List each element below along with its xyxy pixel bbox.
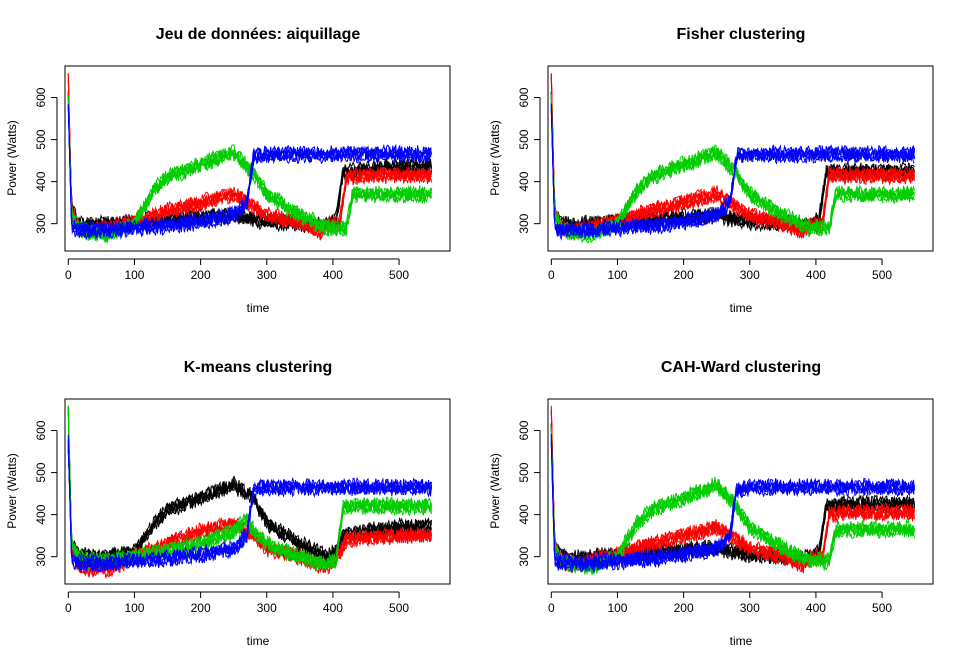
x-tick-label: 400	[323, 601, 343, 615]
x-tick-label: 500	[389, 268, 409, 282]
x-tick-label: 0	[65, 268, 72, 282]
x-tick-label: 300	[740, 601, 760, 615]
series-trace	[550, 73, 915, 236]
y-axis: 300 400 500 600	[517, 420, 541, 567]
y-axis: 300 400 500 600	[34, 87, 58, 234]
series-trace	[550, 433, 915, 568]
series-trace	[67, 74, 432, 235]
y-axis-label: Power (Watts)	[488, 453, 502, 529]
x-tick-label: 200	[674, 268, 694, 282]
plot-frame	[64, 65, 451, 252]
panel-4: CAH-Ward clustering 0 100 200 300 400 500 300…	[488, 359, 934, 648]
x-tick-label: 500	[872, 601, 892, 615]
series-trace	[550, 91, 915, 228]
x-tick-label: 0	[548, 601, 555, 615]
x-axis-label: time	[730, 634, 753, 648]
series-4	[550, 433, 915, 574]
series-trace	[67, 104, 432, 234]
x-tick-label: 400	[806, 268, 826, 282]
x-axis: 0 100 200 300 400 500	[65, 591, 409, 615]
x-tick-label: 400	[806, 601, 826, 615]
plot-frame	[547, 65, 934, 252]
x-tick-label: 400	[323, 268, 343, 282]
series-trace	[550, 93, 915, 237]
plot-area	[550, 405, 915, 577]
x-tick-label: 300	[257, 268, 277, 282]
y-tick-label: 300	[517, 213, 531, 233]
panel-2: Fisher clustering 0 100 200 300 400 500 300 40…	[488, 26, 934, 315]
x-tick-label: 100	[124, 268, 144, 282]
x-axis-label: time	[247, 301, 270, 315]
x-tick-label: 500	[389, 601, 409, 615]
x-tick-label: 100	[607, 268, 627, 282]
y-axis-label: Power (Watts)	[5, 120, 19, 196]
plot-frame	[547, 398, 934, 585]
plot-frame	[64, 398, 451, 585]
y-tick-label: 500	[517, 462, 531, 482]
series-trace	[550, 104, 915, 234]
panel-1: Jeu de données: aiquillage 0 100 200 300 400…	[5, 26, 451, 315]
y-tick-label: 300	[34, 546, 48, 566]
x-tick-label: 200	[674, 601, 694, 615]
series-trace	[550, 103, 915, 235]
y-tick-label: 400	[34, 171, 48, 191]
x-axis: 0 100 200 300 400 500	[65, 258, 409, 282]
x-tick-label: 500	[872, 268, 892, 282]
x-tick-label: 100	[124, 601, 144, 615]
panel-title: Jeu de données: aiquillage	[156, 26, 361, 43]
panel-3: K-means clustering 0 100 200 300 400 500 300 4…	[5, 359, 451, 648]
y-tick-label: 400	[34, 504, 48, 524]
y-tick-label: 600	[34, 420, 48, 440]
x-axis-label: time	[247, 634, 270, 648]
x-axis-label: time	[730, 301, 753, 315]
series-trace	[550, 408, 915, 568]
y-tick-label: 600	[517, 87, 531, 107]
y-tick-label: 600	[517, 420, 531, 440]
y-tick-label: 600	[34, 87, 48, 107]
series-trace	[67, 406, 432, 569]
x-tick-label: 0	[548, 268, 555, 282]
x-tick-label: 0	[65, 601, 72, 615]
series-trace	[67, 442, 432, 561]
x-tick-label: 100	[607, 601, 627, 615]
series-trace	[550, 405, 915, 569]
panel-title: Fisher clustering	[677, 26, 806, 43]
y-tick-label: 300	[517, 546, 531, 566]
plot-area	[67, 72, 432, 244]
y-axis: 300 400 500 600	[34, 420, 58, 567]
y-tick-label: 400	[517, 504, 531, 524]
plot-area	[67, 405, 432, 579]
y-tick-label: 500	[517, 129, 531, 149]
y-tick-label: 500	[34, 129, 48, 149]
y-axis: 300 400 500 600	[517, 87, 541, 234]
x-tick-label: 300	[257, 601, 277, 615]
x-axis: 0 100 200 300 400 500	[548, 591, 892, 615]
x-axis: 0 100 200 300 400 500	[548, 258, 892, 282]
series-4	[550, 103, 915, 241]
series-trace	[67, 437, 432, 567]
series-4	[67, 434, 432, 573]
y-axis-label: Power (Watts)	[488, 120, 502, 196]
series-4	[67, 103, 432, 241]
y-axis-label: Power (Watts)	[5, 453, 19, 529]
panel-title: K-means clustering	[184, 359, 332, 376]
y-tick-label: 400	[517, 171, 531, 191]
x-tick-label: 200	[191, 268, 211, 282]
x-tick-label: 200	[191, 601, 211, 615]
panel-title: CAH-Ward clustering	[661, 359, 821, 376]
plot-area	[550, 73, 915, 244]
y-tick-label: 300	[34, 213, 48, 233]
y-tick-label: 500	[34, 462, 48, 482]
x-tick-label: 300	[740, 268, 760, 282]
